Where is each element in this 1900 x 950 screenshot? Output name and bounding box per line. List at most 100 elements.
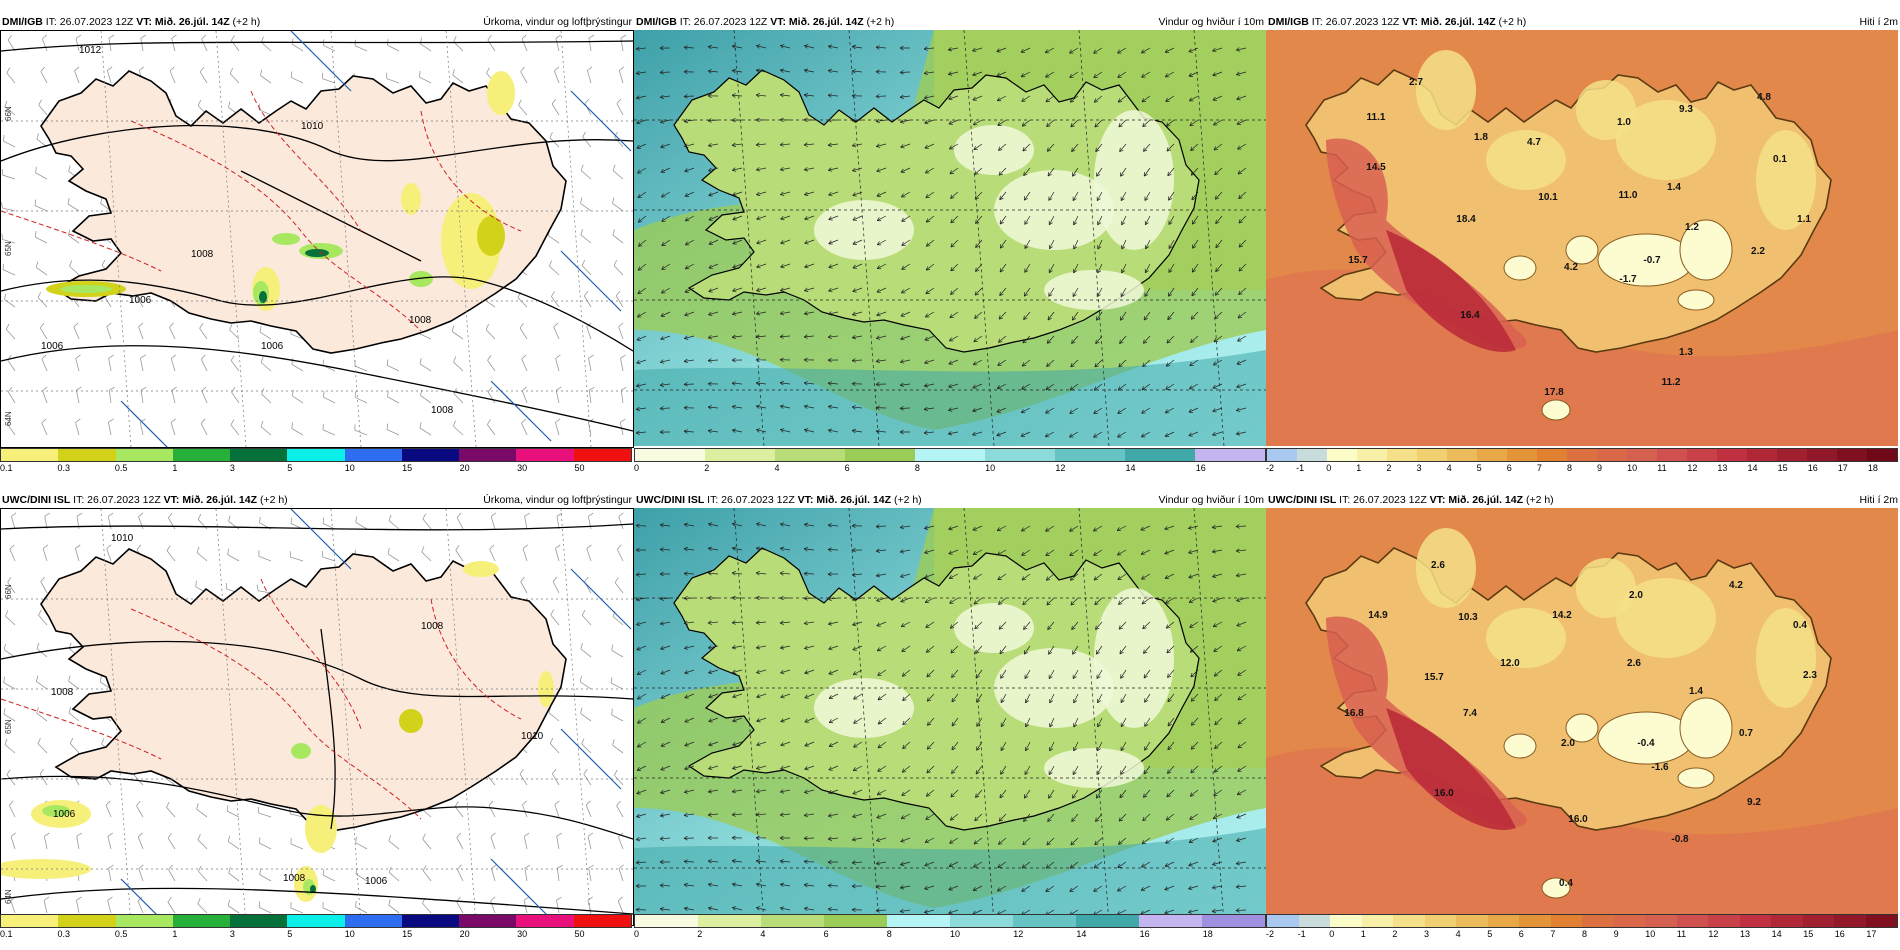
wind-arrows-layer (635, 522, 1247, 916)
legend-swatch (1393, 915, 1425, 927)
legend-tick-label: 1 (172, 929, 178, 939)
temperature-label: 2.6 (1627, 658, 1641, 669)
wind-legend: 0 2 4 6 8 10 12 14 16 18 (634, 914, 1266, 940)
isobar (1, 640, 633, 700)
legend-swatch (573, 449, 631, 461)
legend-swatch (1139, 915, 1202, 927)
precip-area (1, 859, 91, 879)
legend-tick-label: 10 (985, 463, 996, 473)
temperature-label: 1.3 (1679, 347, 1693, 358)
wind-map[interactable] (634, 508, 1266, 924)
temperature-label: 14.5 (1366, 162, 1386, 173)
legend-swatch (230, 915, 288, 927)
calm-area (954, 125, 1034, 175)
legend-tick-label: 1 (1356, 463, 1362, 473)
legend-swatch (516, 449, 574, 461)
legend-swatch (115, 915, 173, 927)
precip-area (477, 216, 505, 256)
temperature-label: 1.2 (1685, 222, 1699, 233)
temperature-label: 12.0 (1500, 658, 1520, 669)
precip-map[interactable]: 1012 1010 1008 1008 1006 1006 1008 1006 66N 65N 64… (0, 30, 634, 448)
legend-tick-label: 12 (1708, 929, 1719, 939)
legend-tick-label: 11 (1676, 929, 1687, 939)
legend-tick-label: 15 (402, 929, 413, 939)
legend-tick-label: 20 (459, 929, 470, 939)
isobar (1, 523, 633, 531)
legend-swatch (698, 915, 761, 927)
legend-swatch (761, 915, 824, 927)
precip-area (487, 71, 515, 115)
boundary-line (490, 380, 552, 442)
valid-time: VT: Mið. 26.júl. 14Z (1402, 16, 1496, 28)
legend-swatch (1195, 449, 1265, 461)
legend-swatch (344, 915, 402, 927)
temperature-label: 1.8 (1474, 132, 1488, 143)
legend-swatch (1013, 915, 1076, 927)
temp-map[interactable]: 2.7 11.1 14.5 1.8 4.7 1.0 9.3 4.8 10.1 11.0 1.4 0.1… (1266, 30, 1898, 446)
legend-swatch (1519, 915, 1551, 927)
temperature-label: -0.4 (1637, 738, 1655, 749)
highland-area (1756, 608, 1816, 708)
legend-tick-label: 3 (229, 463, 235, 473)
legend-swatch (1507, 449, 1537, 461)
precip-area (463, 561, 499, 577)
temperature-label: -1.6 (1651, 762, 1669, 773)
legend-swatch (1267, 915, 1299, 927)
boundary-line (120, 400, 168, 447)
legend-tick-label: 18 (1867, 463, 1878, 473)
boundary-line (570, 90, 632, 152)
latitude-label: 65N (4, 241, 13, 256)
legend-swatch (573, 915, 631, 927)
model-name: DMI/IGB (2, 16, 43, 28)
precip-area (291, 743, 311, 759)
temp-contour (130, 120, 422, 332)
valid-time: VT: Mið. 26.júl. 14Z (1429, 494, 1524, 506)
panel-title: Vindur og hviður í 10m (1158, 16, 1264, 28)
legend-tick-label: 2 (704, 463, 710, 473)
wind-legend: 0 2 4 6 8 10 12 14 16 (634, 448, 1266, 474)
legend-tick-label: 10 (344, 929, 355, 939)
boundary-line (290, 31, 352, 92)
precip-map[interactable]: 1010 1008 1008 1010 1006 1008 1006 66N 65N 64N (0, 508, 634, 926)
legend-tick-label: 6 (844, 463, 850, 473)
temp-map[interactable]: 2.6 14.9 10.3 14.2 2.0 4.2 0.4 12.0 2.6 2.3 15.7 1.… (1266, 508, 1898, 924)
precip-area (401, 183, 421, 215)
valid-time: VT: Mið. 26.júl. 14Z (770, 16, 864, 28)
legend-swatch (950, 915, 1013, 927)
boundary-line (560, 728, 622, 790)
temp-contour (1, 210, 162, 272)
legend-tick-label: 12 (1687, 463, 1698, 473)
legend-swatch (1456, 915, 1488, 927)
temperature-label: 10.3 (1458, 612, 1478, 623)
temp-contour (430, 598, 522, 720)
temperature-label: 10.1 (1538, 192, 1558, 203)
legend-swatch (1297, 449, 1327, 461)
legend-tick-label: 17 (1837, 463, 1848, 473)
legend-tick-label: 11 (1657, 463, 1667, 473)
init-time: IT: 26.07.2023 12Z (707, 494, 795, 506)
legend-swatch (1447, 449, 1477, 461)
legend-tick-label: 2 (697, 929, 703, 939)
temperature-label: 2.0 (1629, 590, 1643, 601)
legend-tick-label: 14 (1125, 463, 1136, 473)
precip-area (305, 805, 337, 853)
legend-swatch (635, 915, 698, 927)
warm-area (1386, 230, 1516, 352)
legend-tick-label: 7 (1550, 929, 1556, 939)
legend-tick-label: -2 (1266, 929, 1275, 939)
wind-map[interactable] (634, 30, 1266, 446)
isobar (1, 887, 633, 915)
legend-tick-label: 16 (1834, 929, 1845, 939)
legend-swatch (1807, 449, 1837, 461)
legend-swatch (1125, 449, 1195, 461)
precip-area (272, 233, 300, 245)
isobar (320, 628, 336, 830)
isobar-layer (1, 40, 633, 432)
legend-tick-label: 3 (1416, 463, 1422, 473)
legend-tick-label: 13 (1740, 929, 1751, 939)
legend-swatch (459, 915, 517, 927)
legend-swatch (58, 449, 116, 461)
panel-dmi-precip: DMI/IGB IT: 26.07.2023 12Z VT: Mið. 26.j… (0, 14, 634, 473)
legend-swatch (1361, 915, 1393, 927)
legend-tick-label: 0.5 (114, 463, 128, 473)
